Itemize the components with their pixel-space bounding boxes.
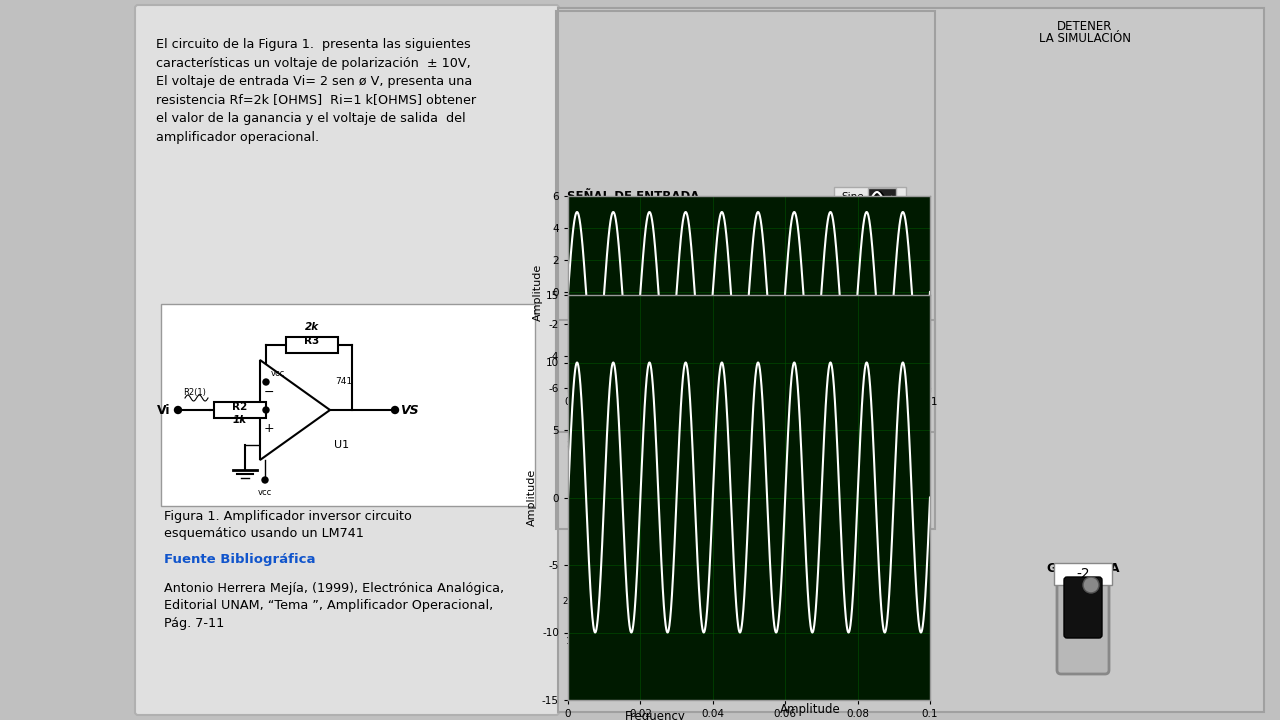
Text: ~80: ~80 bbox=[730, 597, 748, 606]
Text: SEÑAL DE ENTRADA: SEÑAL DE ENTRADA bbox=[567, 190, 699, 203]
Text: 10~: 10~ bbox=[564, 636, 584, 646]
Circle shape bbox=[773, 577, 819, 624]
Circle shape bbox=[262, 379, 269, 385]
Text: 4: 4 bbox=[772, 541, 777, 550]
Text: 1~: 1~ bbox=[730, 634, 742, 644]
Text: 100: 100 bbox=[707, 670, 723, 680]
Circle shape bbox=[262, 407, 269, 413]
Text: Amplitude: Amplitude bbox=[780, 703, 841, 716]
Text: 3: 3 bbox=[744, 564, 750, 574]
Text: 741: 741 bbox=[335, 377, 352, 387]
Text: 5: 5 bbox=[808, 533, 813, 541]
Circle shape bbox=[759, 564, 846, 650]
Text: DETENER: DETENER bbox=[1057, 20, 1112, 33]
Text: 30: 30 bbox=[581, 561, 591, 570]
Text: ~8: ~8 bbox=[881, 598, 893, 607]
Text: SEÑAL DE SALIDA: SEÑAL DE SALIDA bbox=[567, 438, 685, 451]
Y-axis label: Amplitude: Amplitude bbox=[532, 264, 543, 320]
Text: R2(1): R2(1) bbox=[183, 387, 206, 397]
Circle shape bbox=[582, 542, 728, 688]
Polygon shape bbox=[260, 360, 330, 460]
Text: El circuito de la Figura 1.  presenta las siguientes
características un voltaje : El circuito de la Figura 1. presenta las… bbox=[156, 38, 476, 143]
Text: +: + bbox=[264, 421, 275, 434]
Text: 20~: 20~ bbox=[562, 597, 580, 606]
FancyBboxPatch shape bbox=[868, 188, 896, 206]
Circle shape bbox=[632, 606, 641, 614]
FancyBboxPatch shape bbox=[868, 436, 896, 454]
Text: 6: 6 bbox=[842, 541, 849, 550]
Text: ~90: ~90 bbox=[727, 636, 745, 646]
Text: ~9: ~9 bbox=[878, 634, 891, 644]
Text: −: − bbox=[264, 385, 274, 398]
Text: -2: -2 bbox=[1076, 567, 1089, 581]
Text: 2~: 2~ bbox=[727, 598, 740, 607]
Text: GANANCIA: GANANCIA bbox=[1046, 562, 1120, 575]
Text: Sine: Sine bbox=[842, 192, 864, 202]
Circle shape bbox=[174, 407, 182, 413]
FancyBboxPatch shape bbox=[161, 304, 535, 506]
Text: VS: VS bbox=[399, 403, 419, 416]
Text: 40: 40 bbox=[611, 535, 622, 544]
FancyBboxPatch shape bbox=[214, 402, 266, 418]
Circle shape bbox=[783, 588, 801, 606]
Text: Sine: Sine bbox=[842, 440, 864, 450]
FancyBboxPatch shape bbox=[1064, 577, 1102, 638]
Text: 0: 0 bbox=[753, 666, 758, 675]
Text: R2: R2 bbox=[233, 402, 247, 412]
Text: Antonio Herrera Mejía, (1999), Electrónica Analógica,
Editorial UNAM, “Tema ”, A: Antonio Herrera Mejía, (1999), Electróni… bbox=[164, 582, 504, 630]
Circle shape bbox=[1083, 577, 1100, 593]
Text: Frequency: Frequency bbox=[625, 710, 685, 720]
Text: ~70: ~70 bbox=[714, 561, 733, 570]
Text: vcc: vcc bbox=[257, 488, 273, 497]
Y-axis label: Amplitude: Amplitude bbox=[526, 469, 536, 526]
Circle shape bbox=[753, 557, 868, 673]
Circle shape bbox=[744, 549, 876, 681]
Text: U1: U1 bbox=[334, 440, 349, 450]
Text: ~7: ~7 bbox=[867, 564, 879, 574]
Text: 0: 0 bbox=[593, 670, 598, 680]
Text: Figura 1. Amplificador inversor circuito
esquemático usando un LM741: Figura 1. Amplificador inversor circuito… bbox=[164, 510, 412, 541]
FancyBboxPatch shape bbox=[1057, 576, 1108, 674]
FancyBboxPatch shape bbox=[835, 187, 906, 207]
Text: LA SIMULACIÓN: LA SIMULACIÓN bbox=[1039, 32, 1132, 45]
FancyBboxPatch shape bbox=[1053, 563, 1112, 585]
Circle shape bbox=[590, 550, 719, 680]
FancyBboxPatch shape bbox=[285, 337, 338, 353]
Circle shape bbox=[262, 477, 268, 483]
Text: Vi: Vi bbox=[156, 403, 170, 416]
Text: 1k: 1k bbox=[233, 415, 247, 425]
FancyBboxPatch shape bbox=[134, 5, 559, 715]
FancyBboxPatch shape bbox=[558, 8, 1265, 712]
Text: 50: 50 bbox=[649, 526, 660, 534]
Text: vcc: vcc bbox=[271, 369, 285, 379]
Circle shape bbox=[392, 407, 398, 413]
Text: R3: R3 bbox=[305, 336, 320, 346]
Text: 2k: 2k bbox=[305, 322, 319, 332]
FancyBboxPatch shape bbox=[835, 435, 906, 455]
Text: 10: 10 bbox=[860, 666, 870, 675]
Text: Fuente Bibliográfica: Fuente Bibliográfica bbox=[164, 553, 315, 566]
X-axis label: Time: Time bbox=[736, 413, 763, 423]
Text: 60: 60 bbox=[689, 535, 699, 544]
